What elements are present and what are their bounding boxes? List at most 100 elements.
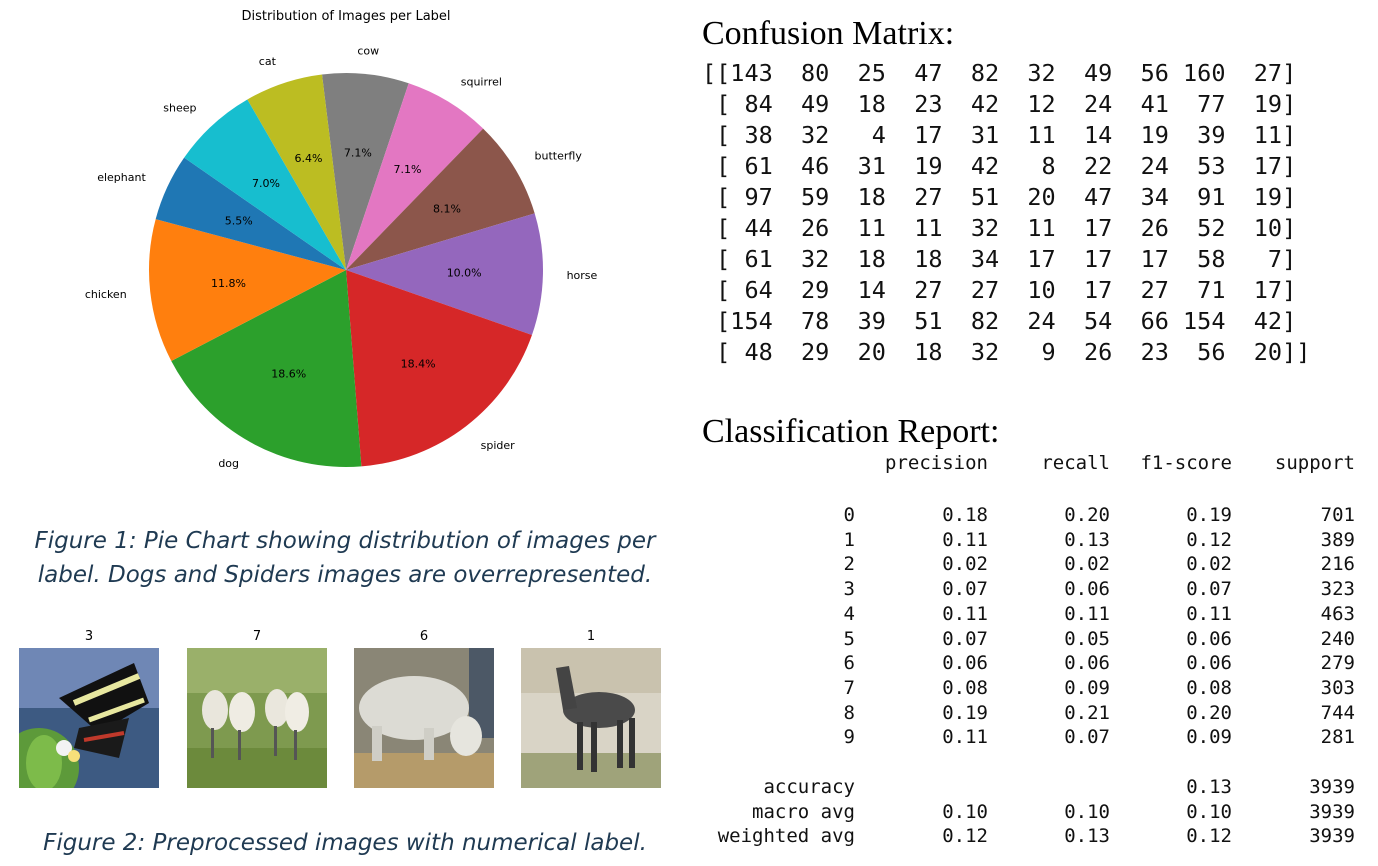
report-row: 5 0.07 0.05 0.06 240 xyxy=(700,628,1378,652)
figure-1-caption: Figure 1: Pie Chart showing distribution… xyxy=(0,524,690,592)
report-cell-f1: 0.08 xyxy=(1186,676,1232,699)
report-cell-label: 4 xyxy=(843,602,855,625)
report-row: macro avg 0.10 0.10 0.10 3939 xyxy=(700,801,1378,825)
report-cell-support: 3939 xyxy=(1309,776,1355,798)
confusion-matrix-row: [ 61 46 31 19 42 8 22 24 53 17] xyxy=(702,152,1297,180)
report-cell-f1: 0.12 xyxy=(1186,825,1232,848)
thumbnail-image-butterfly xyxy=(19,648,159,788)
report-cell-support: 303 xyxy=(1320,676,1355,699)
report-cell-label: 0 xyxy=(843,504,855,526)
report-cell-recall: 0.06 xyxy=(1064,652,1110,675)
report-cell-f1: 0.19 xyxy=(1186,504,1232,526)
report-cell-f1: 0.02 xyxy=(1186,553,1232,576)
report-cell-label: weighted avg xyxy=(717,825,855,848)
thumbnail-label-2: 7 xyxy=(252,629,262,644)
report-cell-precision: 0.02 xyxy=(942,553,988,576)
report-row: 0 0.18 0.20 0.19 701 xyxy=(700,504,1378,528)
report-cell-f1: 0.10 xyxy=(1186,800,1232,823)
report-cell-label: 5 xyxy=(843,627,855,650)
confusion-matrix-row: [ 61 32 18 18 34 17 17 17 58 7] xyxy=(702,245,1297,273)
thumbnail-image-cow xyxy=(354,648,494,788)
confusion-matrix-row: [ 48 29 20 18 32 9 26 23 56 20]] xyxy=(702,338,1311,366)
report-header-precision: precision xyxy=(885,452,988,474)
pie-slice-cow xyxy=(321,73,409,270)
report-cell-recall: 0.05 xyxy=(1064,627,1110,650)
report-cell-precision: 0.10 xyxy=(942,800,988,823)
figure-1-caption-line-2: label. Dogs and Spiders images are overr… xyxy=(37,562,653,588)
pie-category-label-cow: cow xyxy=(357,44,379,57)
thumbnail-image-sheep xyxy=(187,648,327,788)
figure-1-caption-line-1: Figure 1: Pie Chart showing distribution… xyxy=(34,528,656,554)
report-cell-label: 6 xyxy=(843,652,855,675)
pie-pct-label-squirrel: 7.1% xyxy=(394,163,422,176)
confusion-matrix-title: Confusion Matrix: xyxy=(702,15,955,52)
report-cell-support: 216 xyxy=(1320,553,1355,576)
report-row: 3 0.07 0.06 0.07 323 xyxy=(700,578,1378,602)
pie-category-label-sheep: sheep xyxy=(163,102,196,115)
report-cell-precision: 0.08 xyxy=(942,676,988,699)
report-cell-f1: 0.07 xyxy=(1186,578,1232,601)
pie-pct-label-butterfly: 8.1% xyxy=(433,203,461,216)
report-cell-recall: 0.21 xyxy=(1064,701,1110,724)
confusion-matrix-row: [ 38 32 4 17 31 11 14 19 39 11] xyxy=(702,121,1297,149)
report-cell-f1: 0.12 xyxy=(1186,528,1232,551)
report-row: 4 0.11 0.11 0.11 463 xyxy=(700,603,1378,627)
pie-category-label-cat: cat xyxy=(259,55,277,68)
thumbnail-image-horse xyxy=(521,648,661,788)
report-header-support: support xyxy=(1274,452,1355,474)
thumbnail-label-4: 1 xyxy=(586,629,596,644)
report-cell-label: 7 xyxy=(843,676,855,699)
report-cell-support: 701 xyxy=(1320,504,1355,526)
pie-pct-label-sheep: 7.0% xyxy=(252,177,280,190)
pie-category-label-butterfly: butterfly xyxy=(535,149,583,162)
thumbnail-label-1: 3 xyxy=(84,629,94,644)
report-cell-f1: 0.13 xyxy=(1186,776,1232,798)
pie-slice-spider xyxy=(346,270,532,467)
report-cell-label: macro avg xyxy=(752,800,855,823)
pie-slice-dog xyxy=(171,270,362,467)
pie-category-label-squirrel: squirrel xyxy=(461,76,502,89)
report-cell-recall: 0.13 xyxy=(1064,528,1110,551)
pie-slice-chicken xyxy=(149,219,346,362)
report-cell-f1: 0.09 xyxy=(1186,726,1232,749)
pie-category-label-elephant: elephant xyxy=(97,171,146,184)
report-cell-recall: 0.02 xyxy=(1064,553,1110,576)
pie-pct-label-cat: 6.4% xyxy=(294,152,322,165)
pie-pct-label-chicken: 11.8% xyxy=(211,277,246,290)
report-cell-label: accuracy xyxy=(763,776,855,798)
report-cell-precision: 0.12 xyxy=(942,825,988,848)
report-cell-support: 463 xyxy=(1320,602,1355,625)
confusion-matrix-row: [ 97 59 18 27 51 20 47 34 91 19] xyxy=(702,183,1297,211)
report-cell-f1: 0.06 xyxy=(1186,627,1232,650)
pie-category-label-dog: dog xyxy=(218,457,239,470)
report-row: 9 0.11 0.07 0.09 281 xyxy=(700,726,1378,750)
report-cell-label: 2 xyxy=(843,553,855,576)
classification-report-title: Classification Report: xyxy=(702,413,1000,450)
report-cell-f1: 0.20 xyxy=(1186,701,1232,724)
report-cell-support: 744 xyxy=(1320,701,1355,724)
report-cell-support: 279 xyxy=(1320,652,1355,675)
pie-chart: Distribution of Images per Label 7.1% cow… xyxy=(85,9,598,470)
report-cell-recall: 0.20 xyxy=(1064,504,1110,526)
report-cell-label: 3 xyxy=(843,578,855,601)
pie-slice-elephant xyxy=(155,157,346,270)
pie-category-label-spider: spider xyxy=(481,439,516,452)
report-cell-support: 3939 xyxy=(1309,825,1355,848)
pie-pct-label-cow: 7.1% xyxy=(344,146,372,159)
report-cell-label: 9 xyxy=(843,726,855,749)
confusion-matrix-row: [154 78 39 51 82 24 54 66 154 42] xyxy=(702,307,1297,335)
report-row: 6 0.06 0.06 0.06 279 xyxy=(700,652,1378,676)
pie-pct-label-horse: 10.0% xyxy=(447,267,482,280)
report-row: accuracy 0.13 3939 xyxy=(700,776,1378,800)
report-cell-recall: 0.06 xyxy=(1064,578,1110,601)
confusion-matrix-row: [ 64 29 14 27 27 10 17 27 71 17] xyxy=(702,276,1297,304)
report-row: 8 0.19 0.21 0.20 744 xyxy=(700,702,1378,726)
confusion-matrix-row: [ 84 49 18 23 42 12 24 41 77 19] xyxy=(702,90,1297,118)
report-cell-precision: 0.18 xyxy=(942,504,988,526)
report-cell-recall: 0.11 xyxy=(1064,602,1110,625)
report-header-recall: recall xyxy=(1041,452,1110,474)
report-row: 1 0.11 0.13 0.12 389 xyxy=(700,529,1378,553)
report-cell-precision: 0.11 xyxy=(942,602,988,625)
report-row: weighted avg 0.12 0.13 0.12 3939 xyxy=(700,825,1378,849)
pie-category-label-chicken: chicken xyxy=(85,288,127,301)
